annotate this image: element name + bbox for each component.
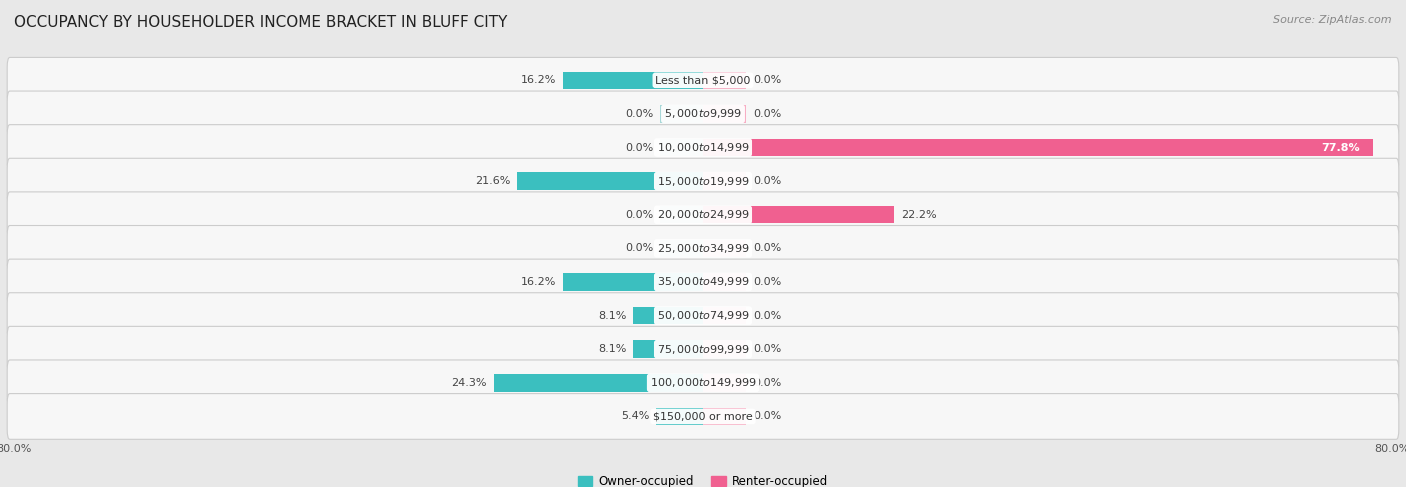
FancyBboxPatch shape — [7, 225, 1399, 271]
Bar — [494, 374, 703, 392]
Text: 0.0%: 0.0% — [754, 75, 782, 85]
Text: 16.2%: 16.2% — [522, 75, 557, 85]
FancyBboxPatch shape — [7, 57, 1399, 103]
FancyBboxPatch shape — [7, 192, 1399, 238]
Text: 0.0%: 0.0% — [754, 277, 782, 287]
Text: 16.2%: 16.2% — [522, 277, 557, 287]
Text: $20,000 to $24,999: $20,000 to $24,999 — [657, 208, 749, 221]
Text: $25,000 to $34,999: $25,000 to $34,999 — [657, 242, 749, 255]
Bar — [659, 206, 703, 224]
Text: $35,000 to $49,999: $35,000 to $49,999 — [657, 276, 749, 288]
Text: 24.3%: 24.3% — [451, 378, 486, 388]
Text: $5,000 to $9,999: $5,000 to $9,999 — [664, 108, 742, 120]
Bar — [633, 307, 703, 324]
Text: 22.2%: 22.2% — [901, 210, 936, 220]
Bar — [703, 307, 747, 324]
FancyBboxPatch shape — [7, 393, 1399, 439]
Text: Less than $5,000: Less than $5,000 — [655, 75, 751, 85]
Text: 8.1%: 8.1% — [598, 311, 626, 320]
Bar — [703, 105, 747, 123]
Bar — [659, 139, 703, 156]
Bar — [659, 105, 703, 123]
Bar — [564, 72, 703, 89]
Bar — [633, 340, 703, 358]
Text: 77.8%: 77.8% — [1322, 143, 1360, 152]
Bar — [703, 273, 747, 291]
Bar — [703, 172, 747, 190]
Bar — [703, 374, 747, 392]
FancyBboxPatch shape — [7, 91, 1399, 137]
Text: 0.0%: 0.0% — [754, 109, 782, 119]
Text: 0.0%: 0.0% — [624, 109, 652, 119]
FancyBboxPatch shape — [7, 293, 1399, 338]
Text: $75,000 to $99,999: $75,000 to $99,999 — [657, 343, 749, 356]
Bar — [659, 240, 703, 257]
Bar — [703, 206, 894, 224]
Text: 0.0%: 0.0% — [624, 244, 652, 253]
Text: 0.0%: 0.0% — [754, 378, 782, 388]
Text: 8.1%: 8.1% — [598, 344, 626, 354]
Text: OCCUPANCY BY HOUSEHOLDER INCOME BRACKET IN BLUFF CITY: OCCUPANCY BY HOUSEHOLDER INCOME BRACKET … — [14, 15, 508, 30]
Bar — [564, 273, 703, 291]
Text: $10,000 to $14,999: $10,000 to $14,999 — [657, 141, 749, 154]
FancyBboxPatch shape — [7, 158, 1399, 204]
FancyBboxPatch shape — [7, 259, 1399, 305]
Bar — [657, 408, 703, 425]
Text: 21.6%: 21.6% — [475, 176, 510, 186]
Text: 0.0%: 0.0% — [624, 210, 652, 220]
Text: 0.0%: 0.0% — [754, 176, 782, 186]
Text: Source: ZipAtlas.com: Source: ZipAtlas.com — [1274, 15, 1392, 25]
FancyBboxPatch shape — [7, 326, 1399, 372]
Text: 0.0%: 0.0% — [624, 143, 652, 152]
Bar — [703, 408, 747, 425]
Text: 5.4%: 5.4% — [621, 412, 650, 421]
Text: 0.0%: 0.0% — [754, 311, 782, 320]
Text: $15,000 to $19,999: $15,000 to $19,999 — [657, 175, 749, 187]
Bar — [703, 340, 747, 358]
Text: $150,000 or more: $150,000 or more — [654, 412, 752, 421]
Legend: Owner-occupied, Renter-occupied: Owner-occupied, Renter-occupied — [574, 471, 832, 487]
Bar — [703, 139, 1374, 156]
Text: $100,000 to $149,999: $100,000 to $149,999 — [650, 376, 756, 389]
Text: $50,000 to $74,999: $50,000 to $74,999 — [657, 309, 749, 322]
Bar — [703, 240, 747, 257]
FancyBboxPatch shape — [7, 360, 1399, 406]
FancyBboxPatch shape — [7, 125, 1399, 170]
Text: 0.0%: 0.0% — [754, 244, 782, 253]
Bar — [703, 72, 747, 89]
Text: 0.0%: 0.0% — [754, 412, 782, 421]
Bar — [517, 172, 703, 190]
Text: 0.0%: 0.0% — [754, 344, 782, 354]
